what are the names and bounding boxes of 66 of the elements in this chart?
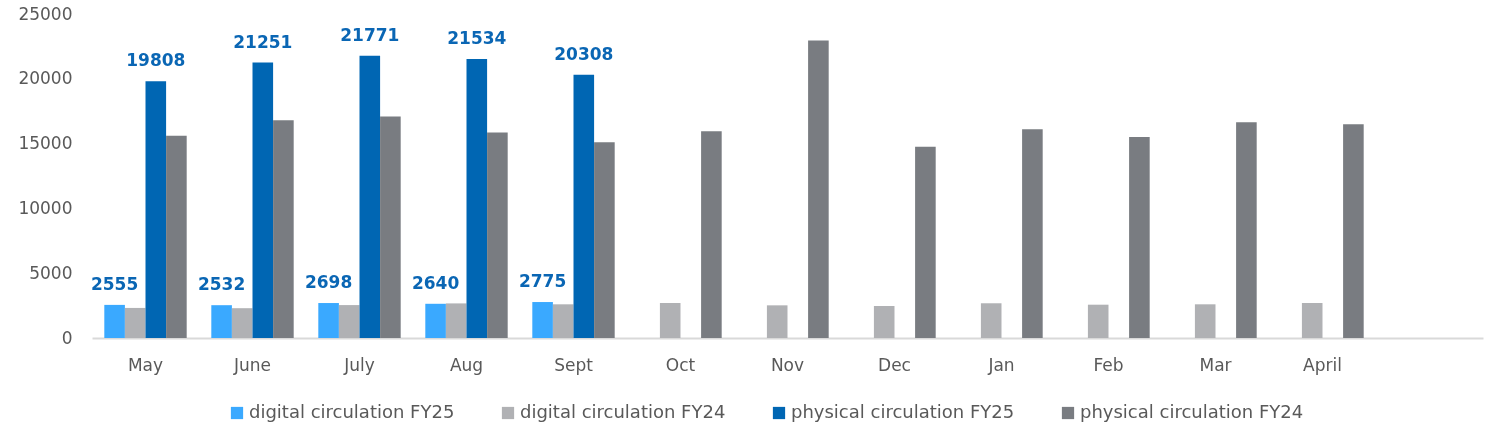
bar [1343,124,1364,338]
x-tick-label: Aug [449,354,484,375]
x-tick-label: Nov [770,354,805,375]
bar [487,132,508,338]
legend-label: physical circulation FY25 [791,401,1015,422]
y-tick-label: 0 [61,327,73,348]
legend-label: digital circulation FY25 [249,401,455,422]
data-label: 2555 [90,273,139,294]
bar [252,62,274,338]
data-label: 21771 [340,24,400,45]
y-tick-label: 25000 [18,3,73,24]
bar [808,40,829,338]
data-label: 19808 [126,50,186,71]
y-tick-label: 10000 [18,197,73,218]
bar [1087,304,1109,338]
data-label: 2698 [304,272,353,293]
bar [1022,129,1043,338]
data-label: 2532 [197,274,246,295]
bar [915,146,936,338]
y-tick-label: 20000 [18,68,73,89]
x-tick-label: Oct [665,354,696,375]
data-label: 21534 [447,27,507,48]
x-tick-label: Mar [1199,354,1232,375]
legend-label: digital circulation FY24 [520,401,726,422]
bar [273,120,294,338]
data-label: 21251 [233,31,293,52]
bar [445,303,467,338]
bar [104,304,125,338]
bar [211,305,232,338]
x-tick-label: Sept [554,354,594,375]
x-tick-label: July [343,354,375,375]
bar [1301,303,1323,338]
legend-label: physical circulation FY24 [1080,401,1304,422]
bar [425,303,446,338]
bar [1194,304,1216,338]
bar [318,303,339,338]
bar [766,305,788,338]
bar [1129,137,1150,338]
bar [124,307,146,338]
bar [166,135,187,338]
bar [338,305,360,338]
bar [231,308,253,338]
x-tick-label: Jan [987,354,1015,375]
bar [980,303,1002,338]
data-label: 2640 [411,272,460,293]
bar [359,55,381,338]
bar [1236,122,1257,338]
bar [594,142,615,338]
x-tick-label: Feb [1093,354,1124,375]
bar [659,303,681,338]
data-label: 20308 [554,43,614,64]
bar [532,302,553,338]
data-label: 2775 [518,271,567,292]
bar [145,81,167,338]
y-tick-label: 5000 [29,262,73,283]
bar [701,131,722,338]
x-tick-label: June [232,354,272,375]
x-tick-label: Dec [878,354,911,375]
x-tick-label: April [1303,354,1342,375]
bar [466,58,488,338]
bar [380,116,401,338]
bar [573,74,595,338]
y-tick-label: 15000 [18,133,73,154]
bar [552,304,574,338]
bar [873,305,895,338]
x-tick-label: May [127,354,164,375]
